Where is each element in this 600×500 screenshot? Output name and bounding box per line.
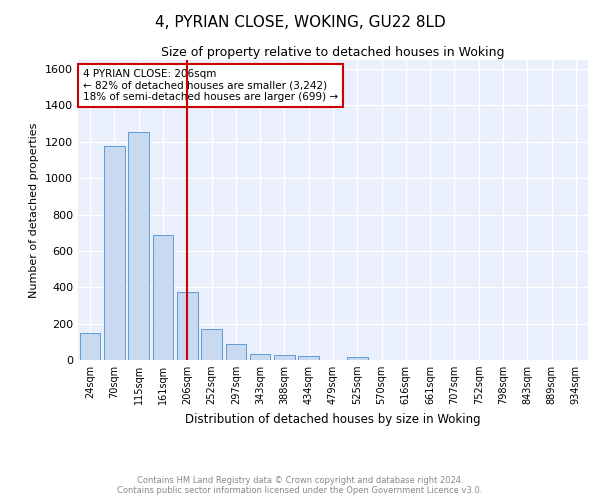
Bar (80, 333, 100, 360)
Bar (226, 344, 246, 360)
Bar (104, 146, 125, 360)
Bar (152, 234, 173, 360)
Bar (128, 132, 149, 360)
Bar (201, 329, 222, 360)
Bar (177, 292, 197, 360)
Title: Size of property relative to detached houses in Woking: Size of property relative to detached ho… (161, 46, 505, 59)
Text: 4 PYRIAN CLOSE: 206sqm
← 82% of detached houses are smaller (3,242)
18% of semi-: 4 PYRIAN CLOSE: 206sqm ← 82% of detached… (83, 69, 338, 102)
Bar (274, 356, 295, 360)
Text: Contains HM Land Registry data © Crown copyright and database right 2024.
Contai: Contains HM Land Registry data © Crown c… (118, 476, 482, 495)
Text: 4, PYRIAN CLOSE, WOKING, GU22 8LD: 4, PYRIAN CLOSE, WOKING, GU22 8LD (155, 15, 445, 30)
Bar (298, 356, 319, 360)
X-axis label: Distribution of detached houses by size in Woking: Distribution of detached houses by size … (185, 412, 481, 426)
Y-axis label: Number of detached properties: Number of detached properties (29, 122, 40, 298)
Bar (347, 358, 368, 360)
Bar (250, 354, 271, 360)
